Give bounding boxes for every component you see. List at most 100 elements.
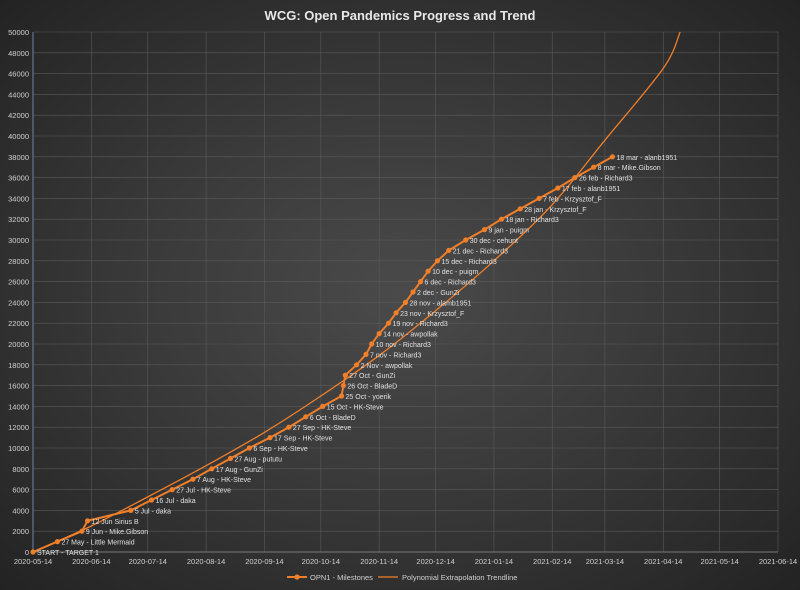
milestone-label: 8 mar - Mike.Gibson: [598, 165, 661, 172]
milestone-point: [148, 497, 155, 503]
y-tick-label: 22000: [8, 319, 29, 328]
legend-trendline-label: Polynomial Extrapolation Trendline: [402, 573, 517, 582]
milestone-label: 17 feb - alanb1951: [562, 186, 620, 193]
milestone-point: [463, 237, 469, 243]
chart-title: WCG: Open Pandemics Progress and Trend: [265, 8, 536, 23]
milestone-label: 27 Oct - GunZi: [349, 373, 395, 380]
milestone-point: [446, 247, 452, 253]
milestone-point: [342, 372, 348, 378]
y-tick-label: 30000: [8, 236, 29, 245]
milestone-label: 21 dec - Richard3: [453, 248, 508, 255]
milestone-point: [417, 279, 424, 285]
milestone-point: [555, 185, 561, 191]
milestone-point: [591, 164, 597, 170]
milestone-label: 6 dec - Richard3: [425, 280, 476, 287]
milestone-label: 18 jan - Richard3: [505, 217, 558, 224]
milestone-point: [517, 206, 523, 212]
milestone-label: 27 Aug - pututu: [235, 456, 283, 463]
milestone-point: [410, 289, 416, 295]
y-tick-label: 14000: [8, 402, 29, 411]
y-tick-label: 16000: [8, 382, 29, 391]
milestone-label: 6 Sep - HK-Steve: [253, 446, 308, 453]
milestone-label: START - TARGET 1: [37, 550, 99, 557]
y-tick-label: 8000: [12, 465, 29, 474]
milestone-label: 30 dec - cehunt: [470, 238, 518, 245]
milestone-label: 9 jan - puigm: [489, 228, 530, 235]
y-tick-label: 24000: [8, 298, 29, 307]
milestone-point: [363, 351, 369, 357]
milestone-label: 27 May - Little Mermaid: [61, 540, 134, 547]
milestone-label: 26 Oct - BladeD: [347, 384, 397, 391]
y-tick-label: 18000: [8, 361, 29, 370]
milestone-point: [79, 528, 85, 534]
milestone-label: 26 feb - Richard3: [579, 176, 633, 183]
milestone-point: [227, 455, 234, 461]
y-tick-label: 38000: [8, 153, 29, 162]
milestone-label: 7 Aug - HK-Steve: [197, 477, 251, 484]
y-tick-label: 12000: [8, 423, 29, 432]
milestone-point: [286, 424, 292, 430]
milestone-label: 17 Aug - GunZi: [216, 467, 264, 474]
x-tick-label: 2021-03-14: [586, 557, 624, 566]
legend: OPN1 - Milestones Polynomial Extrapolatio…: [287, 573, 517, 582]
milestone-point: [353, 362, 360, 368]
x-tick-label: 2020-08-14: [187, 557, 225, 566]
milestone-point: [369, 341, 375, 347]
milestone-point: [128, 507, 134, 513]
milestone-point: [54, 539, 61, 545]
y-tick-label: 50000: [8, 28, 29, 37]
grid-layer: [32, 31, 779, 553]
y-tick-label: 32000: [8, 215, 29, 224]
milestone-label: 10 nov - Richard3: [376, 342, 431, 349]
y-tick-label: 40000: [8, 132, 29, 141]
y-tick-label: 36000: [8, 174, 29, 183]
milestone-label: 10 dec - puigm: [432, 269, 478, 276]
milestone-point: [498, 216, 505, 222]
x-tick-label: 2021-04-14: [644, 557, 682, 566]
milestone-label: 15 Oct - HK-Steve: [327, 404, 384, 411]
milestone-point: [402, 299, 409, 305]
milestone-point: [84, 518, 91, 524]
x-tick-label: 2020-05-14: [14, 557, 52, 566]
milestone-point: [609, 154, 616, 160]
y-tick-label: 20000: [8, 340, 29, 349]
milestone-label: 14 nov - awpollak: [383, 332, 438, 339]
milestone-point: [385, 320, 392, 326]
milestone-label: 12 Jun Sirius B: [92, 519, 139, 526]
annotation-layer: START - TARGET 1 27 May - Little Mermaid 9…: [37, 155, 677, 557]
y-tick-label: 46000: [8, 70, 29, 79]
trendline-layer: [32, 31, 681, 553]
milestone-point: [434, 258, 441, 264]
milestone-label: 9 Jun - Mike.Gibson: [86, 529, 148, 536]
milestone-label: 2 Nov - awpollak: [361, 363, 413, 370]
milestone-point: [246, 445, 252, 451]
legend-milestones-marker: [294, 574, 300, 580]
x-tick-label: 2020-07-14: [129, 557, 167, 566]
y-tick-label: 2000: [12, 527, 29, 536]
milestone-point: [169, 487, 175, 493]
milestone-label: 2 dec - GunZi: [417, 290, 460, 297]
y-tick-label: 28000: [8, 257, 29, 266]
y-tick-label: 44000: [8, 90, 29, 99]
x-tick-label: 2020-06-14: [72, 557, 110, 566]
milestone-point: [320, 403, 326, 409]
x-tick-label: 2020-10-14: [302, 557, 340, 566]
milestone-label: 5 Jul - daka: [135, 508, 171, 515]
x-tick-label: 2020-11-14: [360, 557, 398, 566]
milestone-point: [376, 331, 382, 337]
y-tick-label: 48000: [8, 49, 29, 58]
x-tick-label: 2021-06-14: [759, 557, 797, 566]
y-tick-label: 26000: [8, 278, 29, 287]
x-tick-label: 2021-02-14: [533, 557, 571, 566]
x-tick-label: 2021-01-14: [475, 557, 513, 566]
y-tick-label: 34000: [8, 194, 29, 203]
milestone-label: 17 Sep - HK-Steve: [274, 436, 332, 443]
milestone-point: [209, 466, 215, 472]
milestone-point: [267, 435, 273, 441]
y-tick-label: 4000: [12, 506, 29, 515]
milestones-layer: [30, 154, 616, 555]
milestone-point: [536, 195, 542, 201]
milestone-point: [190, 476, 196, 482]
